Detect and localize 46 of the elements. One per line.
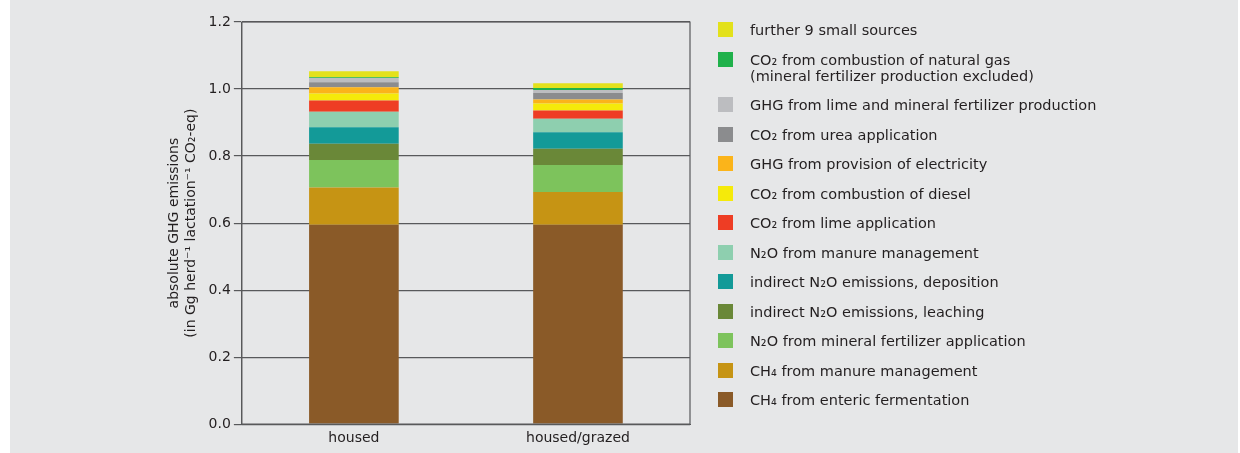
y-tick-label: 0.4 [208, 280, 231, 297]
bar [309, 111, 399, 128]
bar [533, 110, 623, 119]
bar [309, 87, 399, 94]
y-tick-label: 1.2 [208, 12, 231, 29]
legend-label: CO₂ from urea application [750, 126, 938, 143]
bar [533, 148, 623, 166]
legend-label: CO₂ from combustion of natural gas (mineral fertilizer production excluded) [750, 51, 1034, 84]
bar [309, 160, 399, 188]
bar [309, 100, 399, 112]
legend-label: GHG from provision of electricity [750, 156, 988, 172]
legend-label: CH₄ from manure management [750, 362, 978, 379]
bar [533, 103, 623, 111]
y-tick-label: 0.2 [208, 347, 231, 364]
bar [533, 99, 623, 104]
legend-label: CO₂ from combustion of diesel [750, 185, 971, 202]
bar [309, 224, 399, 424]
bar [533, 83, 623, 89]
bar [533, 191, 623, 225]
bar [309, 82, 399, 88]
bar [309, 187, 399, 225]
legend-label: indirect N₂O emissions, deposition [750, 274, 999, 290]
bar [309, 127, 399, 144]
y-tick-label: 0.8 [208, 146, 231, 163]
bar [533, 132, 623, 149]
bar [309, 77, 399, 83]
bar [309, 143, 399, 161]
legend-label: CH₄ from enteric fermentation [750, 392, 970, 408]
bar [309, 93, 399, 101]
bar [533, 93, 623, 100]
y-tick-label: 1.0 [208, 79, 231, 96]
legend-label: N₂O from manure management [750, 244, 979, 261]
y-tick-label: 0.0 [208, 414, 231, 431]
bar [533, 224, 623, 424]
legend-label: CO₂ from lime application [750, 215, 937, 231]
legend-label: indirect N₂O emissions, leaching [750, 303, 985, 320]
legend-label: GHG from lime and mineral fertilizer production [750, 97, 1097, 113]
x-tick-label: housed/grazed [526, 429, 630, 446]
bar [533, 118, 623, 133]
legend-label: N₂O from mineral fertilizer application [750, 333, 1026, 349]
bar [533, 165, 623, 192]
y-tick-label: 0.6 [208, 213, 231, 230]
y-axis-title: absolute GHG emissions (in Gg herd⁻¹ lactation⁻¹ CO₂-eq) [165, 108, 198, 338]
bar [309, 71, 399, 78]
legend-label: further 9 small sources [750, 22, 918, 38]
x-tick-label: housed [328, 429, 380, 446]
